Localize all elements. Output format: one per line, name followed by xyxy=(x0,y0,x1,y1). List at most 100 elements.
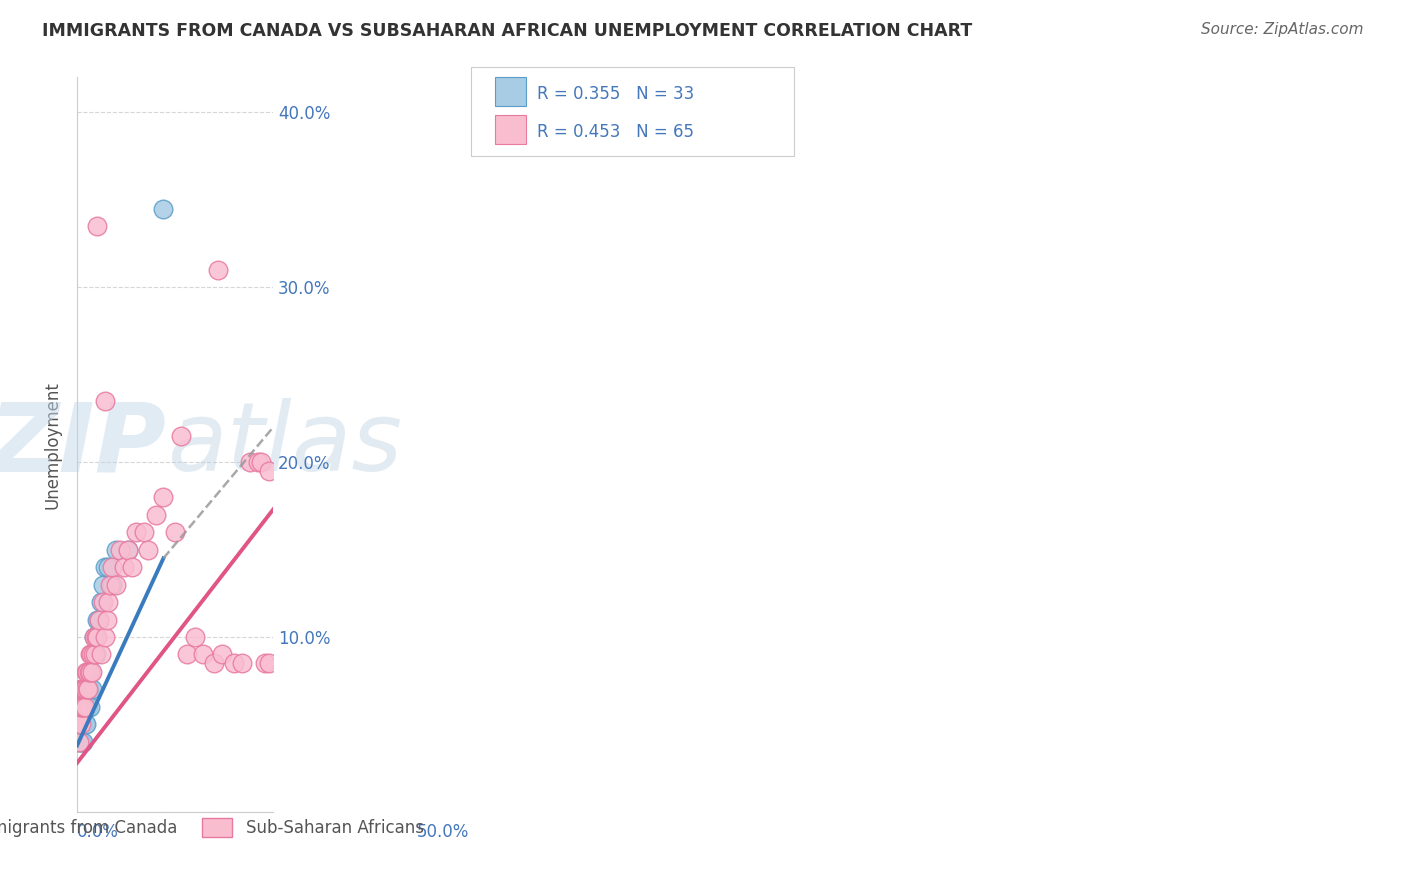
Point xyxy=(112,560,135,574)
Point xyxy=(86,219,108,233)
Point xyxy=(67,717,90,731)
Text: Source: ZipAtlas.com: Source: ZipAtlas.com xyxy=(1201,22,1364,37)
Point xyxy=(96,613,118,627)
Point xyxy=(152,202,174,216)
Point xyxy=(83,630,105,644)
Point xyxy=(254,657,277,671)
Point xyxy=(87,613,110,627)
Point xyxy=(100,577,122,591)
Y-axis label: Unemployment: Unemployment xyxy=(44,381,60,508)
Point xyxy=(250,455,273,469)
Point xyxy=(93,560,115,574)
Point xyxy=(73,682,96,697)
Point xyxy=(84,648,107,662)
Point xyxy=(76,665,98,679)
Point xyxy=(70,700,93,714)
Point xyxy=(97,560,120,574)
Point xyxy=(76,682,98,697)
Point xyxy=(207,262,229,277)
Point xyxy=(121,560,143,574)
Point xyxy=(170,429,193,443)
Point xyxy=(136,542,159,557)
Point xyxy=(211,648,233,662)
Legend: Immigrants from Canada, Sub-Saharan Africans: Immigrants from Canada, Sub-Saharan Afri… xyxy=(0,812,430,844)
Text: 50.0%: 50.0% xyxy=(418,823,470,841)
Point xyxy=(70,700,93,714)
Point xyxy=(73,682,96,697)
Point xyxy=(79,648,101,662)
Point xyxy=(91,595,114,609)
Point xyxy=(69,700,91,714)
Point xyxy=(239,455,262,469)
Point xyxy=(84,630,107,644)
Point xyxy=(152,490,174,504)
Point xyxy=(69,717,91,731)
Point xyxy=(73,717,96,731)
Point xyxy=(69,682,91,697)
Point xyxy=(77,665,100,679)
Point xyxy=(73,682,96,697)
Text: 0.0%: 0.0% xyxy=(77,823,120,841)
Point xyxy=(70,682,93,697)
Point xyxy=(117,542,139,557)
Text: R = 0.355   N = 33: R = 0.355 N = 33 xyxy=(537,85,695,103)
Point xyxy=(86,613,108,627)
Point xyxy=(105,577,128,591)
Text: R = 0.453   N = 65: R = 0.453 N = 65 xyxy=(537,122,695,141)
Point xyxy=(86,630,108,644)
Point xyxy=(176,648,198,662)
Point xyxy=(222,657,245,671)
Point xyxy=(76,682,98,697)
Point xyxy=(80,682,103,697)
Point xyxy=(70,700,93,714)
Point xyxy=(77,700,100,714)
Point xyxy=(80,665,103,679)
Point xyxy=(69,700,91,714)
Point xyxy=(259,657,281,671)
Point xyxy=(72,700,94,714)
Point xyxy=(72,682,94,697)
Point xyxy=(110,542,132,557)
Point xyxy=(80,665,103,679)
Point xyxy=(83,630,105,644)
Point xyxy=(246,455,269,469)
Point xyxy=(79,665,101,679)
Point xyxy=(67,735,90,749)
Point xyxy=(87,613,110,627)
Point xyxy=(93,393,115,408)
Point xyxy=(80,648,103,662)
Point xyxy=(91,577,114,591)
Point xyxy=(73,700,96,714)
Point xyxy=(73,700,96,714)
Point xyxy=(202,657,225,671)
Point xyxy=(67,735,90,749)
Point xyxy=(93,630,115,644)
Point xyxy=(77,682,100,697)
Point xyxy=(165,525,187,540)
Point xyxy=(72,717,94,731)
Point xyxy=(125,525,148,540)
Point xyxy=(75,665,97,679)
Text: atlas: atlas xyxy=(167,398,402,491)
Point xyxy=(79,700,101,714)
Text: IMMIGRANTS FROM CANADA VS SUBSAHARAN AFRICAN UNEMPLOYMENT CORRELATION CHART: IMMIGRANTS FROM CANADA VS SUBSAHARAN AFR… xyxy=(42,22,973,40)
Point xyxy=(70,717,93,731)
Text: ZIP: ZIP xyxy=(0,398,166,491)
Point xyxy=(72,735,94,749)
Point xyxy=(132,525,155,540)
Point xyxy=(90,595,112,609)
Point xyxy=(191,648,214,662)
Point xyxy=(101,560,124,574)
Point xyxy=(101,577,124,591)
Point xyxy=(83,630,105,644)
Point xyxy=(75,717,97,731)
Point xyxy=(70,682,93,697)
Point xyxy=(231,657,253,671)
Point xyxy=(69,700,91,714)
Point xyxy=(117,542,139,557)
Point xyxy=(105,542,128,557)
Point xyxy=(82,648,104,662)
Point xyxy=(69,717,91,731)
Point xyxy=(77,682,100,697)
Point xyxy=(145,508,167,522)
